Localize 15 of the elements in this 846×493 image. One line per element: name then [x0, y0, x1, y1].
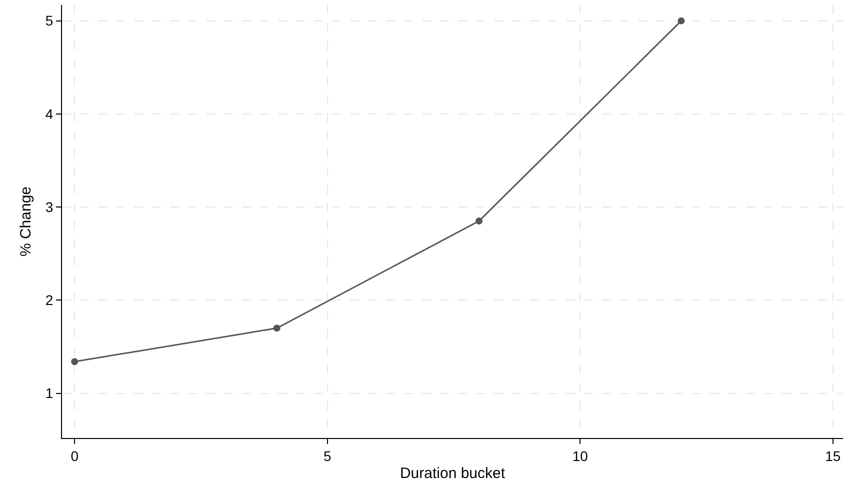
x-tick-label: 5 [323, 448, 332, 464]
y-tick-label: 3 [45, 198, 54, 215]
y-tick-label: 2 [45, 292, 54, 308]
x-axis-title: Duration bucket [400, 464, 506, 482]
x-tick-label: 15 [825, 448, 841, 464]
y-axis-title: % Change [18, 186, 35, 257]
y-tick-label: 4 [45, 106, 54, 122]
point [71, 358, 78, 366]
y-tick-label: 1 [45, 385, 54, 402]
point [476, 218, 483, 225]
point [273, 324, 280, 332]
x-tick-label: 10 [572, 448, 588, 464]
point [678, 17, 685, 24]
y-tick-label: 5 [45, 12, 54, 29]
x-tick-label: 0 [70, 448, 79, 464]
